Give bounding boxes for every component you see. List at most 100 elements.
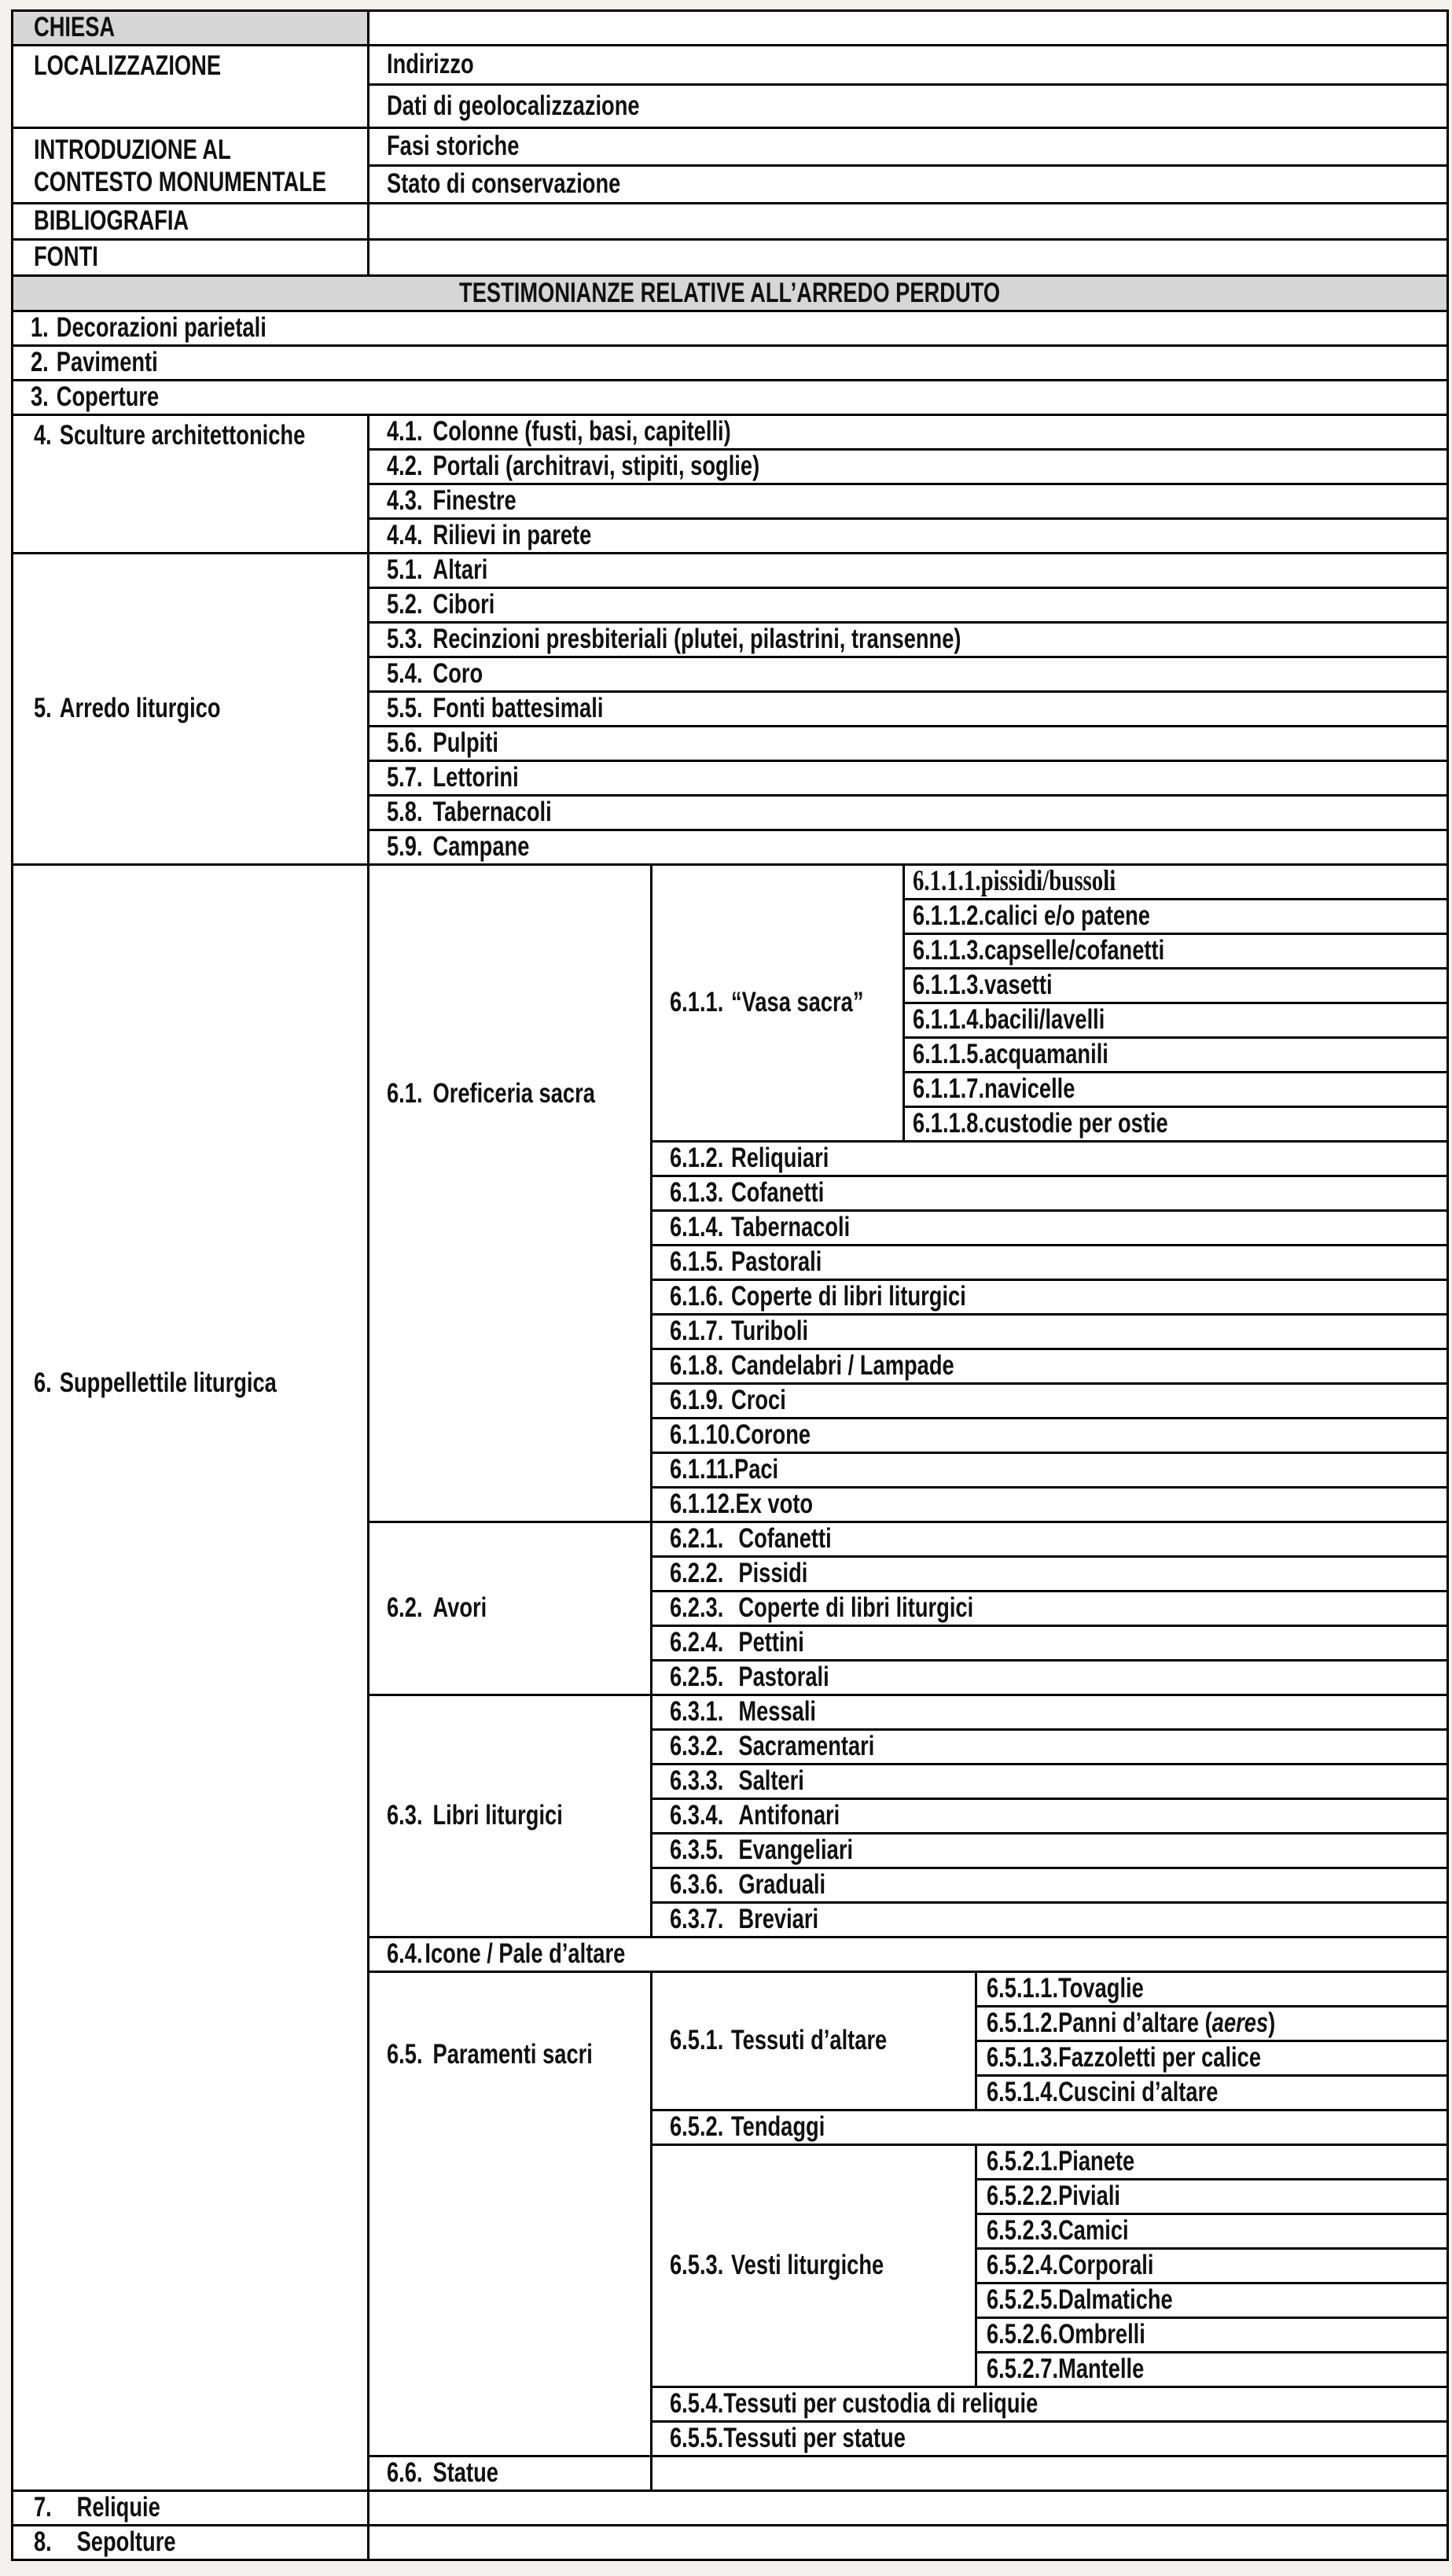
item-number: 6.5.4. bbox=[670, 2388, 724, 2420]
section-label: Sculture architettoniche bbox=[59, 420, 306, 451]
item-label: Evangeliari bbox=[738, 1834, 854, 1866]
item-number: 6.5.2.1. bbox=[987, 2146, 1059, 2177]
cell-item: 6.1.1.4.bacili/lavelli bbox=[902, 1002, 1449, 1039]
cell-item: 6.5.5.Tessuti per statue bbox=[650, 2420, 1449, 2457]
item-label: Pastorali bbox=[731, 1246, 822, 1278]
cell-fonti: FONTI bbox=[11, 238, 369, 277]
cell-item: 6.1.1.3.capselle/cofanetti bbox=[902, 933, 1449, 970]
row-item: 6.1.1.3.capselle/cofanetti bbox=[13, 933, 1449, 970]
cell-section8-label: 8. Sepolture bbox=[11, 2524, 369, 2561]
item-label: Turiboli bbox=[731, 1316, 809, 1347]
cell-item: 6.1.10.Corone bbox=[650, 1417, 1449, 1454]
row-item: 6.5.3. Vesti liturgiche 6.5.2.1.Pianete bbox=[13, 2144, 1449, 2388]
cell-item: 4.1. Colonne (fusti, basi, capitelli) bbox=[367, 414, 1449, 451]
item-number: 6.1.1.3. bbox=[913, 970, 985, 1001]
row-item: 6.1.10.Corone bbox=[13, 1417, 1449, 1454]
indirizzo-label: Indirizzo bbox=[387, 49, 474, 80]
section-number: 6.5. bbox=[387, 2039, 423, 2070]
cell-chiesa: CHIESA bbox=[11, 9, 369, 46]
item-label: Cofanetti bbox=[731, 1177, 825, 1209]
cell-item: 6.2.3. Coperte di libri liturgici bbox=[650, 1590, 1449, 1627]
row-item: 5.5. Fonti battesimali bbox=[13, 690, 1449, 727]
item-label: Lettorini bbox=[432, 762, 519, 793]
cell-item: 6.3.5. Evangeliari bbox=[650, 1832, 1449, 1869]
section-label: Sepolture bbox=[76, 2526, 176, 2558]
row-item: 5.4. Coro bbox=[13, 656, 1449, 693]
row-item: 5.2. Cibori bbox=[13, 587, 1449, 624]
row-item: 6.1.1.3.vasetti bbox=[13, 967, 1449, 1004]
cell-item: 4.4. Rilievi in parete bbox=[367, 517, 1449, 554]
item-number: 5.7. bbox=[387, 762, 423, 793]
item-number: 5.9. bbox=[387, 831, 423, 863]
item-label: Candelabri / Lampade bbox=[731, 1350, 954, 1382]
item-number: 6.5.1.4. bbox=[987, 2077, 1059, 2108]
chiesa-label: CHIESA bbox=[34, 12, 116, 43]
item-number: 6.2.3. bbox=[670, 1592, 724, 1624]
cell-item: 6.5.2.1.Pianete bbox=[975, 2144, 1449, 2180]
item-number: 3. bbox=[31, 381, 49, 413]
item-number: 6.1.1.5. bbox=[913, 1039, 985, 1070]
row-geolocalizzazione: Dati di geolocalizzazione bbox=[13, 83, 1449, 129]
item-label: Mantelle bbox=[1058, 2353, 1145, 2385]
item-label: Salteri bbox=[738, 1765, 804, 1797]
introduzione-label: INTRODUZIONE AL CONTESTO MONUMENTALE bbox=[34, 134, 327, 197]
cell-item: 6.1.1.2.calici e/o patene bbox=[902, 898, 1449, 935]
bibliografia-label: BIBLIOGRAFIA bbox=[34, 205, 189, 237]
row-item: 5.7. Lettorini bbox=[13, 760, 1449, 797]
cell-item: 6.3.2. Sacramentari bbox=[650, 1728, 1449, 1765]
row-item: 6.1.4. Tabernacoli bbox=[13, 1209, 1449, 1246]
cell-empty bbox=[367, 2490, 1449, 2526]
row-item: 6.1.5. Pastorali bbox=[13, 1244, 1449, 1281]
row-item: 5.3. Recinzioni presbiteriali (plutei, pi… bbox=[13, 621, 1449, 658]
row-item: 6.2.3. Coperte di libri liturgici bbox=[13, 1590, 1449, 1627]
row-item: 5.6. Pulpiti bbox=[13, 725, 1449, 762]
row-item: 8. Sepolture bbox=[11, 2524, 1449, 2561]
cell-item: 6.1.11.Paci bbox=[650, 1452, 1449, 1489]
item-number: 6.2.1. bbox=[670, 1523, 724, 1555]
item-label: Croci bbox=[731, 1385, 786, 1416]
row-item: 3. Coperture bbox=[11, 379, 1449, 416]
row-item: 6.5.2.7.Mantelle bbox=[13, 2351, 1449, 2388]
item-number: 6.2.5. bbox=[670, 1662, 724, 1693]
cell-item: 5.1. Altari bbox=[367, 552, 1449, 589]
cell-item: 6.1.7. Turiboli bbox=[650, 1313, 1449, 1350]
section-label: Paramenti sacri bbox=[432, 2039, 593, 2070]
row-item: 6.5.4.Tessuti per custodia di reliquie bbox=[13, 2386, 1449, 2423]
item-label: Decorazioni parietali bbox=[56, 312, 267, 344]
item-number: 2. bbox=[31, 347, 49, 378]
item-number: 6.1.1.7. bbox=[913, 1073, 985, 1105]
item-label: Recinzioni presbiteriali (plutei, pilast… bbox=[432, 624, 961, 655]
item-label: acquamanili bbox=[984, 1039, 1108, 1070]
row-item: 6.5.2.4.Corporali bbox=[13, 2247, 1449, 2284]
item-label: Graduali bbox=[738, 1869, 826, 1901]
cell-item: 6.2.5. Pastorali bbox=[650, 1659, 1449, 1696]
cell-section651-label: 6.5.1. Tessuti d’altare bbox=[650, 1971, 977, 2111]
cell-item: 6.1.8. Candelabri / Lampade bbox=[650, 1348, 1449, 1385]
item-label: Paci bbox=[733, 1454, 779, 1485]
cell-item: 6.5.2.5.Dalmatiche bbox=[975, 2282, 1449, 2319]
item-label: Tessuti per custodia di reliquie bbox=[723, 2388, 1038, 2420]
item-number: 6.5.1.1. bbox=[987, 1973, 1059, 2004]
row-item: 6.1.3. Cofanetti bbox=[13, 1175, 1449, 1212]
item-label: Coperture bbox=[56, 381, 160, 413]
item-label: Campane bbox=[432, 831, 530, 863]
row-item: 6.1.1.2.calici e/o patene bbox=[13, 898, 1449, 935]
item-number: 6.3.4. bbox=[670, 1800, 724, 1831]
row-item: 6.1.7. Turiboli bbox=[13, 1313, 1449, 1350]
item-label: Reliquiari bbox=[731, 1143, 829, 1174]
row-item: 6.4.Icone / Pale d’altare bbox=[13, 1936, 1449, 1973]
item-label: Cofanetti bbox=[738, 1523, 832, 1555]
item-label: Pissidi bbox=[738, 1558, 808, 1589]
cell-fonti-value bbox=[367, 238, 1449, 277]
cell-item: 6.5.1.2.Panni d’altare (aeres) bbox=[975, 2005, 1449, 2042]
cell-item: 5.6. Pulpiti bbox=[367, 725, 1449, 762]
row-item: 6.3. Libri liturgici 6.3.1. Messali bbox=[13, 1694, 1449, 1938]
section-number: 6.5.3. bbox=[670, 2250, 724, 2281]
item-number: 6.5.2.2. bbox=[987, 2180, 1059, 2212]
row-item: 6.5.1.2.Panni d’altare (aeres) bbox=[13, 2005, 1449, 2042]
cell-item: 6.5.1.3.Fazzoletti per calice bbox=[975, 2040, 1449, 2077]
row-chiesa: CHIESA bbox=[11, 9, 1449, 46]
cell-item: 6.1.1.3.vasetti bbox=[902, 967, 1449, 1004]
cell-item: 6.2.1. Cofanetti bbox=[650, 1521, 1449, 1558]
item-number: 1. bbox=[31, 312, 49, 344]
